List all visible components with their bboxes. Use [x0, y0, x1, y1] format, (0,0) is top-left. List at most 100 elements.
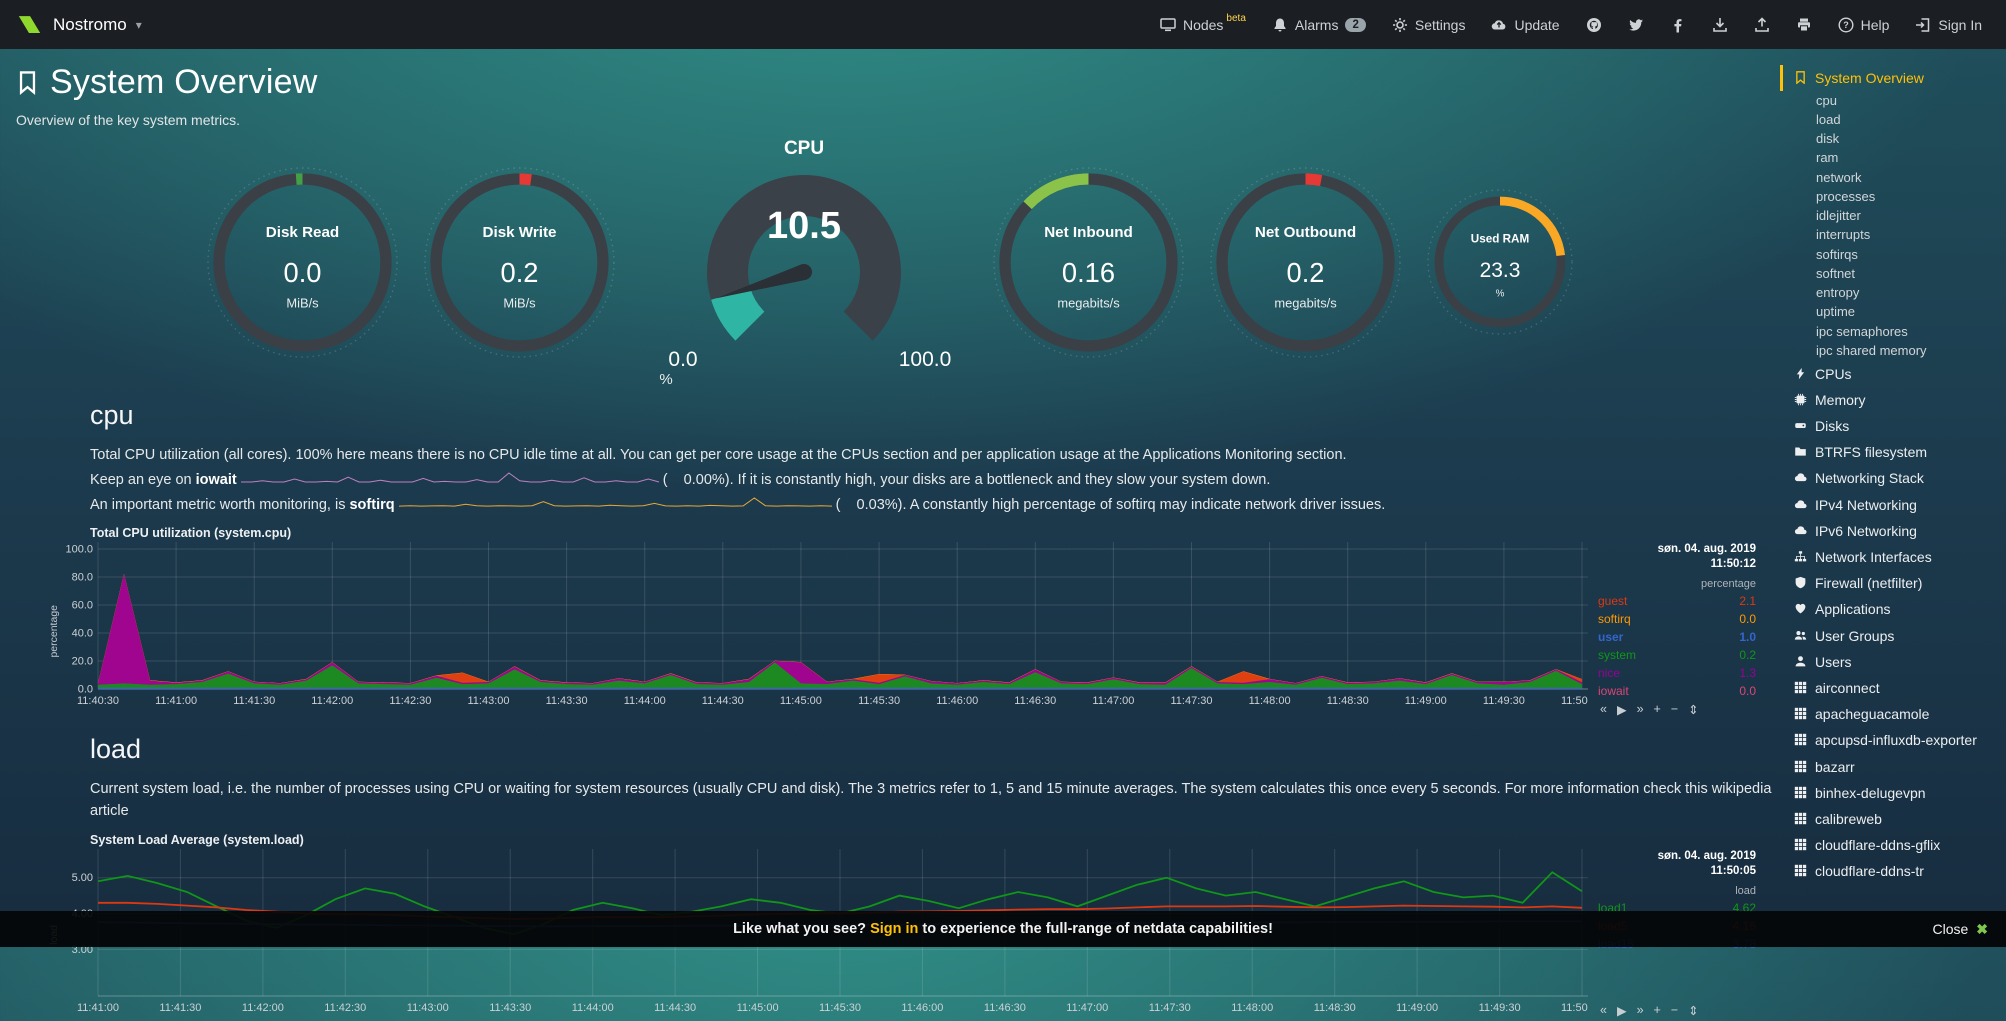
- sidebar-item-cpu[interactable]: cpu: [1780, 91, 2006, 110]
- github-button[interactable]: [1586, 17, 1602, 33]
- sidebar-item-disks[interactable]: Disks: [1780, 413, 2006, 439]
- gauge-net-outbound[interactable]: Net Outbound 0.2 megabits/s: [1208, 165, 1403, 360]
- cpu-utilization-chart[interactable]: Total CPU utilization (system.cpu) percen…: [48, 526, 1780, 720]
- text: Like what you see?: [733, 921, 871, 937]
- chart-play-button[interactable]: ▶: [1616, 1003, 1627, 1018]
- legend-item-user[interactable]: user 1.0: [1598, 628, 1756, 646]
- chart-pan-left-button[interactable]: «: [1600, 1002, 1607, 1017]
- legend-units-header: load: [1735, 884, 1756, 897]
- cloud-icon: [1794, 470, 1807, 483]
- sidebar-item-calibreweb[interactable]: calibreweb: [1780, 806, 2006, 832]
- sidebar-item-ipc-shared-memory[interactable]: ipc shared memory: [1780, 341, 2006, 360]
- sidebar-item-ipv4-networking[interactable]: IPv4 Networking: [1780, 492, 2006, 518]
- node-name: Nostromo: [53, 14, 127, 34]
- monitor-icon: [1160, 17, 1176, 33]
- sidebar-item-cloudflare-ddns-gflix[interactable]: cloudflare-ddns-gflix: [1780, 832, 2006, 858]
- chart-zoom-in-button[interactable]: +: [1653, 1002, 1661, 1017]
- sidebar-item-label: softnet: [1816, 265, 1856, 281]
- nodes-label: Nodes: [1182, 16, 1224, 33]
- chart-pan-left-button[interactable]: «: [1600, 702, 1607, 717]
- sidebar-item-interrupts[interactable]: interrupts: [1780, 226, 2006, 245]
- legend-item-nice[interactable]: nice 1.3: [1598, 664, 1756, 682]
- sidebar-item-memory[interactable]: Memory: [1780, 387, 2006, 413]
- sidebar-item-system-overview[interactable]: System Overview: [1780, 65, 2006, 92]
- page-subtitle: Overview of the key system metrics.: [16, 112, 241, 128]
- sidebar-item-load[interactable]: load: [1780, 110, 2006, 129]
- legend-item-softirq[interactable]: softirq 0.0: [1598, 610, 1756, 628]
- sidebar-item-processes[interactable]: processes: [1780, 187, 2006, 206]
- sidebar-item-cloudflare-ddns-tr[interactable]: cloudflare-ddns-tr: [1780, 858, 2006, 884]
- gauge-disk-write[interactable]: Disk Write 0.2 MiB/s: [422, 165, 617, 360]
- chart-pan-right-button[interactable]: »: [1636, 702, 1644, 717]
- chart-pan-right-button[interactable]: »: [1636, 1002, 1644, 1017]
- facebook-button[interactable]: [1670, 17, 1686, 33]
- legend-item-iowait[interactable]: iowait 0.0: [1598, 682, 1756, 700]
- sidebar-item-applications[interactable]: Applications: [1780, 596, 2006, 622]
- softirq-sparkline[interactable]: [398, 495, 833, 517]
- sidebar-item-networking-stack[interactable]: Networking Stack: [1780, 465, 2006, 491]
- sidebar-item-softirqs[interactable]: softirqs: [1780, 245, 2006, 264]
- sidebar-item-network[interactable]: network: [1780, 168, 2006, 187]
- settings-button[interactable]: Settings: [1392, 17, 1465, 33]
- gauge-net-inbound[interactable]: Net Inbound 0.16 megabits/s: [991, 165, 1186, 360]
- text: Keep an eye on: [90, 471, 196, 488]
- close-banner-button[interactable]: Close ✖: [1932, 921, 1988, 938]
- sidebar-item-apcupsd-influxdb-exporter[interactable]: apcupsd-influxdb-exporter: [1780, 727, 2006, 753]
- cpu-description-line3: An important metric worth monitoring, is…: [90, 495, 1780, 517]
- alarms-button[interactable]: Alarms 2: [1272, 17, 1366, 33]
- export-snapshot-button[interactable]: [1712, 17, 1728, 33]
- sidebar-item-bazarr[interactable]: bazarr: [1780, 754, 2006, 780]
- sidebar-item-apacheguacamole[interactable]: apacheguacamole: [1780, 701, 2006, 727]
- bell-icon: [1272, 17, 1288, 33]
- signin-link[interactable]: Sign in: [870, 921, 919, 937]
- sidebar-item-entropy[interactable]: entropy: [1780, 284, 2006, 303]
- sidebar-item-label: cloudflare-ddns-gflix: [1815, 837, 1941, 854]
- chart-zoom-out-button[interactable]: −: [1670, 1002, 1679, 1017]
- iowait-spark-svg: [240, 472, 659, 483]
- import-snapshot-button[interactable]: [1754, 16, 1770, 33]
- heart-icon: [1794, 601, 1807, 614]
- sidebar-item-ipv6-networking[interactable]: IPv6 Networking: [1780, 518, 2006, 544]
- print-button[interactable]: [1796, 17, 1812, 33]
- sidebar-item-user-groups[interactable]: User Groups: [1780, 623, 2006, 649]
- signin-button[interactable]: Sign In: [1915, 17, 1982, 33]
- navbar-right: Nodes beta Alarms 2 Settings Update ? He…: [1160, 13, 1982, 33]
- svg-text:0.16: 0.16: [1062, 257, 1115, 288]
- sidebar-item-btrfs-filesystem[interactable]: BTRFS filesystem: [1780, 439, 2006, 465]
- chart-resize-button[interactable]: ⇕: [1688, 703, 1699, 718]
- legend-item-guest[interactable]: guest 2.1: [1598, 592, 1756, 610]
- svg-text:10.5: 10.5: [767, 205, 841, 247]
- sidebar-item-users[interactable]: Users: [1780, 649, 2006, 675]
- sidebar-item-airconnect[interactable]: airconnect: [1780, 675, 2006, 701]
- sidebar-item-firewall-netfilter[interactable]: Firewall (netfilter): [1780, 570, 2006, 596]
- beta-badge: beta: [1226, 13, 1246, 24]
- chart-zoom-in-button[interactable]: +: [1653, 702, 1661, 717]
- gauge-cpu[interactable]: CPU 10.5 0.0 100.0%: [639, 138, 969, 386]
- netdata-logo: [16, 11, 43, 38]
- sidebar-item-ipc-semaphores[interactable]: ipc semaphores: [1780, 322, 2006, 341]
- gauge-disk-read[interactable]: Disk Read 0.0 MiB/s: [205, 165, 400, 360]
- sidebar-item-network-interfaces[interactable]: Network Interfaces: [1780, 544, 2006, 570]
- help-button[interactable]: ? Help: [1838, 17, 1889, 33]
- node-selector[interactable]: Nostromo ▾: [53, 15, 142, 35]
- chart-play-button[interactable]: ▶: [1616, 703, 1627, 718]
- sidebar-item-binhex-delugevpn[interactable]: binhex-delugevpn: [1780, 780, 2006, 806]
- legend-series-name: softirq: [1598, 612, 1631, 627]
- sidebar-item-cpus[interactable]: CPUs: [1780, 361, 2006, 387]
- legend-item-system[interactable]: system 0.2: [1598, 646, 1756, 664]
- sidebar-item-uptime[interactable]: uptime: [1780, 303, 2006, 322]
- sidebar-item-disk[interactable]: disk: [1780, 130, 2006, 149]
- chart-zoom-out-button[interactable]: −: [1670, 702, 1679, 717]
- sidebar-item-softnet[interactable]: softnet: [1780, 264, 2006, 283]
- twitter-button[interactable]: [1628, 17, 1644, 33]
- sidebar-item-ram[interactable]: ram: [1780, 149, 2006, 168]
- gauge-used-ram[interactable]: Used RAM 23.3%: [1425, 187, 1575, 337]
- update-button[interactable]: Update: [1491, 17, 1560, 33]
- svg-text:11:43:30: 11:43:30: [489, 1002, 531, 1014]
- sidebar-item-label: System Overview: [1815, 70, 1924, 86]
- legend-units-header: percentage: [1700, 578, 1756, 591]
- nodes-button[interactable]: Nodes beta: [1160, 13, 1246, 33]
- iowait-sparkline[interactable]: [240, 470, 660, 492]
- sidebar-item-idlejitter[interactable]: idlejitter: [1780, 207, 2006, 226]
- chart-resize-button[interactable]: ⇕: [1688, 1003, 1699, 1018]
